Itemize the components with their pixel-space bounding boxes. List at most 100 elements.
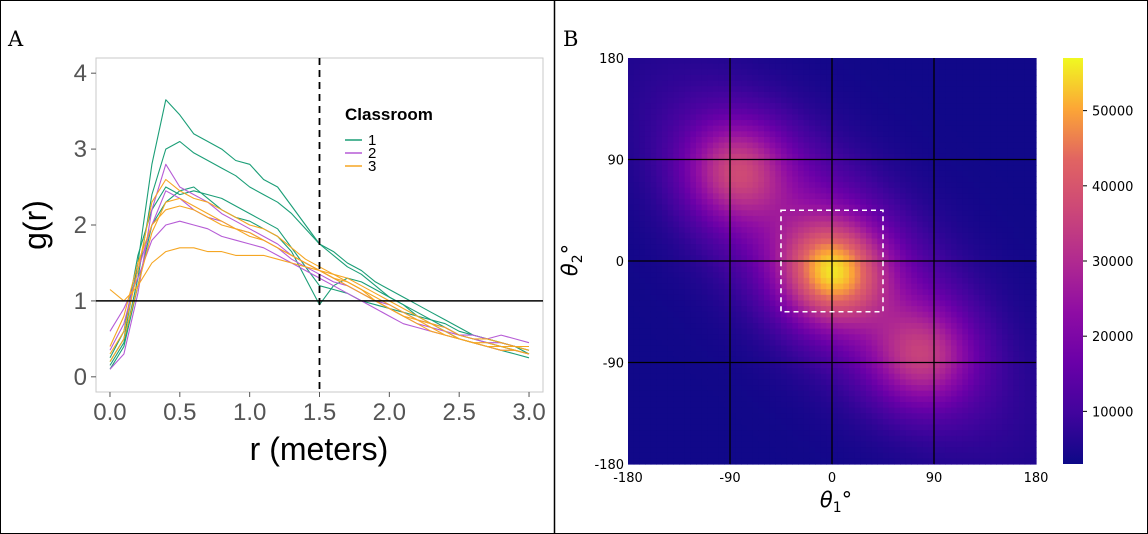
heatmap-cell: [894, 198, 901, 206]
heatmap-cell: [860, 283, 867, 290]
heatmap-cell: [798, 289, 805, 296]
heatmap-cell: [792, 272, 799, 279]
heatmap-cell: [752, 215, 759, 223]
heatmap-cell: [775, 176, 782, 183]
heatmap-cell: [928, 368, 935, 375]
heatmap-cell: [871, 193, 878, 200]
heatmap-cell: [905, 373, 912, 381]
heatmap-cell: [747, 58, 754, 65]
heatmap-cell: [905, 311, 912, 318]
heatmap-cell: [696, 86, 703, 93]
panel-a-letter: A: [7, 27, 24, 51]
heatmap-cell: [826, 170, 833, 178]
heatmap-cell: [645, 131, 652, 138]
heatmap-cell: [911, 424, 918, 431]
heatmap-cell: [707, 97, 714, 104]
heatmap-cell: [996, 407, 1003, 414]
heatmap-cell: [679, 74, 686, 82]
heatmap-cell: [968, 373, 975, 381]
heatmap-cell: [849, 210, 856, 217]
heatmap-cell: [701, 227, 708, 234]
heatmap-cell: [973, 238, 980, 245]
heatmap-cell: [747, 215, 754, 223]
heatmap-cell: [684, 379, 691, 386]
heatmap-cell: [849, 328, 856, 335]
heatmap-cell: [786, 323, 793, 330]
heatmap-cell: [792, 170, 799, 178]
heatmap-cell: [922, 272, 929, 279]
heatmap-cell: [713, 227, 720, 234]
heatmap-cell: [843, 187, 850, 194]
heatmap-cell: [696, 385, 703, 392]
heatmap-cell: [917, 306, 924, 313]
heatmap-cell: [764, 227, 771, 234]
heatmap-cell: [939, 215, 946, 223]
heatmap-cell: [973, 362, 980, 369]
heatmap-cell: [860, 198, 867, 206]
heatmap-cell: [809, 198, 816, 206]
heatmap-cell: [939, 277, 946, 285]
heatmap-cell: [775, 227, 782, 234]
heatmap-cell: [951, 86, 958, 93]
heatmap-cell: [730, 69, 737, 76]
heatmap-cell: [973, 232, 980, 240]
heatmap-cell: [888, 373, 895, 381]
heatmap-cell: [826, 452, 833, 459]
heatmap-cell: [775, 447, 782, 454]
heatmap-cell: [781, 435, 788, 443]
heatmap-cell: [696, 114, 703, 121]
heatmap-cell: [713, 272, 720, 279]
heatmap-cell: [877, 108, 884, 115]
heatmap-cell: [951, 69, 958, 76]
heatmap-cell: [724, 351, 731, 358]
heatmap-cell: [656, 407, 663, 414]
heatmap-cell: [815, 339, 822, 347]
heatmap-cell: [888, 198, 895, 206]
heatmap-cell: [815, 210, 822, 217]
heatmap-cell: [820, 261, 827, 268]
heatmap-cell: [922, 165, 929, 172]
heatmap-cell: [996, 86, 1003, 93]
heatmap-cell: [798, 176, 805, 183]
heatmap-cell: [758, 407, 765, 414]
heatmap-cell: [888, 69, 895, 76]
heatmap-cell: [860, 385, 867, 392]
heatmap-cell: [701, 210, 708, 217]
heatmap-cell: [735, 165, 742, 172]
heatmap-cell: [922, 58, 929, 65]
heatmap-cell: [934, 204, 941, 211]
heatmap-cell: [667, 125, 674, 132]
heatmap-cell: [990, 266, 997, 273]
heatmap-cell: [639, 356, 646, 364]
heatmap-cell: [747, 390, 754, 397]
heatmap-cell: [758, 221, 765, 228]
heatmap-cell: [798, 418, 805, 426]
heatmap-cell: [679, 300, 686, 307]
heatmap-cell: [730, 458, 737, 465]
heatmap-cell: [718, 272, 725, 279]
heatmap-cell: [752, 356, 759, 364]
heatmap-cell: [639, 362, 646, 369]
heatmap-cell: [628, 142, 635, 149]
heatmap-cell: [826, 238, 833, 245]
heatmap-cell: [905, 424, 912, 431]
heatmap-cell: [883, 170, 890, 178]
heatmap-cell: [820, 418, 827, 426]
heatmap-cell: [633, 193, 640, 200]
heatmap-cell: [934, 227, 941, 234]
heatmap-cell: [826, 249, 833, 256]
heatmap-cell: [990, 334, 997, 341]
heatmap-cell: [820, 255, 827, 262]
heatmap-cell: [707, 306, 714, 313]
heatmap-cell: [792, 103, 799, 110]
heatmap-cell: [628, 390, 635, 397]
heatmap-cell: [679, 424, 686, 431]
heatmap-cell: [905, 306, 912, 313]
legend-title: Classroom: [345, 105, 433, 124]
heatmap-cell: [985, 198, 992, 206]
heatmap-cell: [894, 227, 901, 234]
heatmap-cell: [656, 142, 663, 149]
heatmap-cell: [662, 114, 669, 121]
heatmap-cell: [667, 103, 674, 110]
heatmap-cell: [656, 204, 663, 211]
